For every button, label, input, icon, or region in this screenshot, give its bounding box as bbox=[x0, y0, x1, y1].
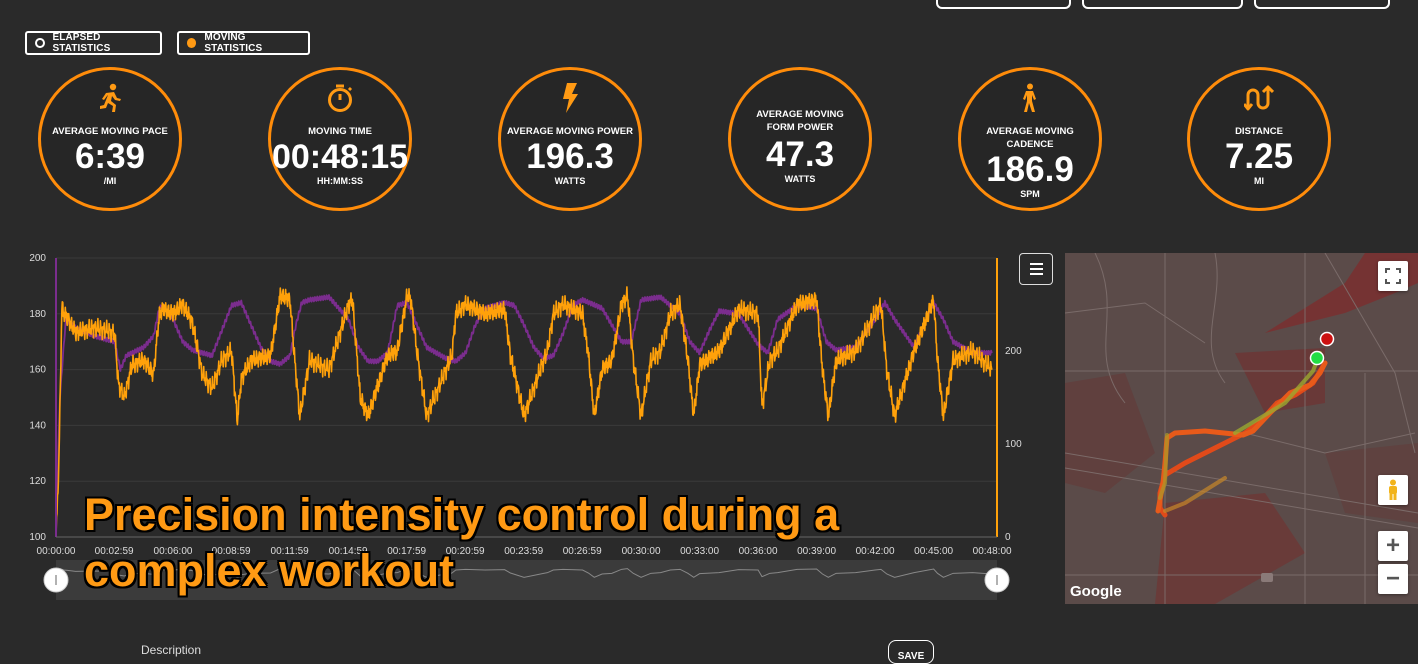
stat-average-moving-pace: AVERAGE MOVING PACE 6:39 /MI bbox=[38, 67, 182, 211]
map-canvas bbox=[1065, 253, 1418, 604]
chart-menu-button[interactable] bbox=[1019, 253, 1053, 285]
chart-series bbox=[55, 286, 993, 538]
caption-line-1: Precision intensity control during a bbox=[84, 489, 840, 540]
menu-line bbox=[1029, 268, 1043, 270]
top-button-2[interactable] bbox=[1082, 0, 1243, 9]
heart-rate-line bbox=[55, 294, 993, 538]
stat-value: 7.25 bbox=[1224, 137, 1294, 176]
x-tick-label: 00:36:00 bbox=[739, 546, 778, 557]
y-right-tick-label: 200 bbox=[1005, 346, 1022, 357]
top-button-1[interactable] bbox=[936, 0, 1071, 9]
end-marker[interactable] bbox=[1319, 331, 1335, 347]
elapsed-statistics-toggle[interactable]: ELAPSED STATISTICS bbox=[25, 31, 162, 55]
stat-moving-time: MOVING TIME 00:48:15 HH:MM:SS bbox=[268, 67, 412, 211]
y-left-tick-label: 180 bbox=[29, 309, 46, 320]
stat-average-moving-form-power: AVERAGE MOVING FORM POWER 47.3 WATTS bbox=[728, 67, 872, 211]
menu-line bbox=[1029, 263, 1043, 265]
y-left-tick-label: 140 bbox=[29, 420, 46, 431]
workout-chart[interactable]: 200 180 160 140 120 100 200 100 0 00:00:00 00:02:5… bbox=[20, 248, 1040, 608]
walking-icon bbox=[1019, 82, 1041, 114]
stat-label: AVERAGE MOVING FORM POWER bbox=[756, 109, 844, 133]
chart-axes: 200 180 160 140 120 100 200 100 0 00:00:00 00:02:5… bbox=[29, 253, 1022, 557]
y-left-tick-label: 200 bbox=[29, 253, 46, 264]
stat-unit: SPM bbox=[1020, 189, 1040, 199]
navigator-line bbox=[55, 568, 993, 587]
stat-unit: /MI bbox=[103, 176, 117, 186]
y-right-tick-label: 0 bbox=[1005, 532, 1011, 543]
x-tick-label: 00:30:00 bbox=[622, 546, 661, 557]
y-left-tick-label: 120 bbox=[29, 476, 46, 487]
stat-average-moving-power: AVERAGE MOVING POWER 196.3 WATTS bbox=[498, 67, 642, 211]
top-button-3[interactable] bbox=[1254, 0, 1390, 9]
running-icon bbox=[97, 82, 123, 114]
y-left-tick-label: 100 bbox=[29, 532, 46, 543]
stat-label: AVERAGE MOVING POWER bbox=[507, 126, 633, 137]
save-button[interactable]: SAVE bbox=[888, 640, 934, 664]
x-tick-label: 00:48:00 bbox=[973, 546, 1012, 557]
caption-line-2: complex workout bbox=[84, 545, 455, 596]
stat-distance: DISTANCE 7.25 MI bbox=[1187, 67, 1331, 211]
fullscreen-icon bbox=[1385, 268, 1401, 284]
y-left-tick-label: 160 bbox=[29, 365, 46, 376]
lightning-icon bbox=[560, 82, 580, 114]
stat-value: 186.9 bbox=[986, 150, 1074, 189]
stat-label: MOVING TIME bbox=[308, 126, 372, 137]
zoom-out-button[interactable]: − bbox=[1378, 564, 1408, 594]
x-tick-label: 00:14:59 bbox=[329, 546, 368, 557]
highway-shield-icon bbox=[1261, 573, 1273, 582]
stat-value: 6:39 bbox=[74, 137, 146, 176]
chart-gridlines bbox=[56, 257, 997, 538]
description-label: Description bbox=[141, 643, 202, 657]
x-tick-label: 00:23:59 bbox=[504, 546, 543, 557]
chart-navigator[interactable] bbox=[43, 560, 1010, 600]
x-tick-label: 00:39:00 bbox=[797, 546, 836, 557]
stat-unit: WATTS bbox=[554, 176, 586, 186]
x-tick-label: 00:06:00 bbox=[154, 546, 193, 557]
x-tick-label: 00:33:00 bbox=[680, 546, 719, 557]
street-view-button[interactable] bbox=[1378, 475, 1408, 505]
x-tick-label: 00:26:59 bbox=[563, 546, 602, 557]
stat-label: AVERAGE MOVING PACE bbox=[52, 126, 168, 137]
x-tick-label: 00:00:00 bbox=[37, 546, 76, 557]
x-tick-label: 00:20:59 bbox=[446, 546, 485, 557]
moving-statistics-label: MOVING STATISTICS bbox=[204, 32, 263, 54]
distance-arrows-icon bbox=[1244, 82, 1274, 114]
stat-value: 47.3 bbox=[765, 135, 835, 174]
start-marker[interactable] bbox=[1309, 350, 1325, 366]
zoom-in-button[interactable]: + bbox=[1378, 531, 1408, 561]
stopwatch-icon bbox=[325, 82, 355, 114]
stat-value: 196.3 bbox=[526, 137, 614, 176]
x-tick-label: 00:11:59 bbox=[271, 546, 310, 557]
navigator-background bbox=[56, 560, 997, 600]
elapsed-statistics-label: ELAPSED STATISTICS bbox=[52, 32, 111, 54]
menu-line bbox=[1029, 273, 1043, 275]
stat-average-moving-cadence: AVERAGE MOVING CADENCE 186.9 SPM bbox=[958, 67, 1102, 211]
stat-unit: MI bbox=[1254, 176, 1264, 186]
google-logo: Google bbox=[1070, 583, 1122, 600]
fullscreen-button[interactable] bbox=[1378, 261, 1408, 291]
video-caption: Precision intensity control during a com… bbox=[84, 487, 984, 599]
x-tick-label: 00:42:00 bbox=[856, 546, 895, 557]
y-right-tick-label: 100 bbox=[1005, 439, 1022, 450]
x-tick-label: 00:45:00 bbox=[914, 546, 953, 557]
x-tick-label: 00:02:59 bbox=[95, 546, 134, 557]
stat-label: DISTANCE bbox=[1235, 126, 1283, 137]
radio-selected-icon bbox=[187, 38, 197, 48]
moving-statistics-toggle[interactable]: MOVING STATISTICS bbox=[177, 31, 310, 55]
stat-unit: HH:MM:SS bbox=[317, 176, 363, 186]
stat-unit: WATTS bbox=[784, 174, 816, 184]
stat-label: AVERAGE MOVING CADENCE bbox=[986, 126, 1074, 150]
x-tick-label: 00:17:59 bbox=[387, 546, 426, 557]
x-tick-label: 00:08:59 bbox=[212, 546, 251, 557]
stat-value: 00:48:15 bbox=[271, 138, 409, 176]
pegman-icon bbox=[1389, 479, 1397, 500]
pace-power-line bbox=[55, 286, 993, 538]
radio-empty-icon bbox=[35, 38, 45, 48]
route-map[interactable]: + − Google bbox=[1065, 253, 1418, 604]
